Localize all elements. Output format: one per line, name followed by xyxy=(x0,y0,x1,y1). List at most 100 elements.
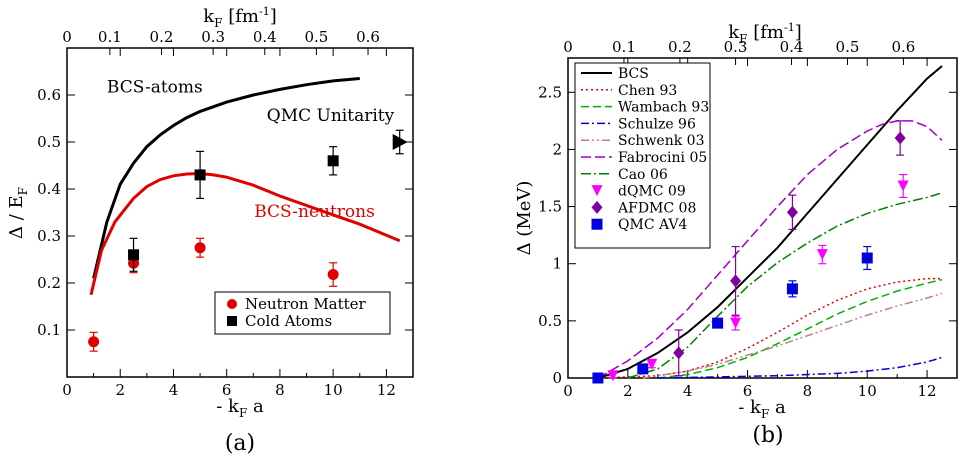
top-tick-label: 0.3 xyxy=(201,28,225,46)
x-tick-label: 6 xyxy=(222,381,232,399)
top-tick-label: 0.1 xyxy=(612,38,636,56)
top-tick-label: 0.2 xyxy=(150,28,174,46)
data-point xyxy=(786,205,798,219)
top-tick-label: 0.6 xyxy=(892,38,916,56)
series-unnamed-4 xyxy=(392,129,408,155)
y-tick-label: 2 xyxy=(552,140,562,158)
series-afdmc-08 xyxy=(673,120,906,377)
series-cold-atoms xyxy=(128,146,339,272)
data-point xyxy=(786,283,798,295)
data-point xyxy=(646,358,658,370)
x-tick-label: 6 xyxy=(743,382,753,400)
data-point xyxy=(194,169,206,181)
top-tick-label: 0.2 xyxy=(668,38,692,56)
series-unnamed-0 xyxy=(92,77,360,279)
series-line xyxy=(642,292,943,379)
series-line xyxy=(597,277,942,379)
panel-a-ylabel: Δ / EF xyxy=(6,187,30,239)
series-line xyxy=(627,192,943,379)
series-chen-93 xyxy=(597,277,942,379)
series-dqmc-09 xyxy=(607,173,909,382)
y-tick-label: 0.4 xyxy=(37,180,61,198)
y-tick-label: 0 xyxy=(552,369,562,387)
top-tick-label: 0.4 xyxy=(780,38,804,56)
legend-marker xyxy=(591,218,603,230)
top-tick-label: 0.1 xyxy=(98,28,122,46)
legend-label: AFDMC 08 xyxy=(617,200,696,216)
legend-entry: BCS xyxy=(581,66,649,82)
legend-label: Chen 93 xyxy=(618,83,677,99)
series-line xyxy=(597,120,943,379)
legend-label-neutron-matter: Neutron Matter xyxy=(245,295,367,313)
panel-b-ylabel: Δ (MeV) xyxy=(514,181,535,256)
legend-marker-cold-atoms xyxy=(227,316,237,326)
legend-label: Schulze 96 xyxy=(618,116,696,132)
y-tick-label: 0.2 xyxy=(37,274,61,292)
y-tick-label: 0.1 xyxy=(37,321,61,339)
x-tick-label: 2 xyxy=(623,382,633,400)
series-bcs xyxy=(597,65,943,379)
series-unnamed-1 xyxy=(89,171,401,296)
data-point xyxy=(894,131,906,145)
legend-label-cold-atoms: Cold Atoms xyxy=(245,312,332,330)
legend-marker xyxy=(591,185,603,197)
top-tick-label: 0.6 xyxy=(356,28,380,46)
legend-marker-neutron-matter xyxy=(227,299,237,309)
series-line xyxy=(89,171,401,296)
series-qmc-av4 xyxy=(592,245,873,384)
top-tick-label: 0.4 xyxy=(253,28,277,46)
panel-a-legend-box xyxy=(214,291,391,335)
legend-label: Fabrocini 05 xyxy=(618,150,707,166)
annotation: QMC Unitarity xyxy=(267,106,395,126)
legend-label: QMC AV4 xyxy=(618,217,687,233)
data-point xyxy=(730,274,742,288)
data-point xyxy=(637,363,649,375)
series-line xyxy=(597,65,943,379)
legend-entry: Chen 93 xyxy=(581,83,677,99)
top-tick-label-zero: 0 xyxy=(563,38,573,56)
legend-label: BCS xyxy=(618,66,649,82)
panel-a-caption: (a) xyxy=(225,431,255,456)
panel-b-legend-box xyxy=(574,62,711,249)
legend-entry: Wambach 93 xyxy=(581,100,709,116)
series-cao-06 xyxy=(627,192,943,379)
legend-entry: Cao 06 xyxy=(581,167,668,183)
y-tick-label: 0.3 xyxy=(37,227,61,245)
x-tick-label: 4 xyxy=(169,381,179,399)
data-point xyxy=(128,249,140,261)
data-point xyxy=(712,317,724,329)
annotation: BCS-atoms xyxy=(107,78,203,98)
x-tick-label: 8 xyxy=(275,381,285,399)
data-point xyxy=(607,370,619,382)
x-tick-label: 8 xyxy=(803,382,813,400)
series-wambach-93 xyxy=(657,278,943,379)
x-tick-label: 0 xyxy=(563,382,573,400)
data-point xyxy=(673,346,685,360)
legend-entry: Schulze 96 xyxy=(581,116,696,132)
y-tick-label: 0.6 xyxy=(37,86,61,104)
panel-a-legend: Neutron Matter Cold Atoms xyxy=(214,291,391,335)
data-point xyxy=(327,155,339,167)
panel-b: 0 2 4 6 8 10 120.1 0.2 0.3 0.4 0.5 0.6000.511.522.5… xyxy=(514,21,958,448)
panel-a: 0 2 4 6 8 10 12 0.1 0.2 0.3 0.4 0.5 0.6 0 0.1 0.2 0.3 0.4… xyxy=(6,5,414,456)
series-line xyxy=(657,278,943,379)
legend-label: dQMC 09 xyxy=(618,184,686,200)
x-tick-label: 12 xyxy=(377,381,396,399)
panel-a-frame xyxy=(66,47,414,378)
top-tick-label-zero: 0 xyxy=(62,28,72,46)
x-tick-label: 4 xyxy=(683,382,693,400)
data-point xyxy=(592,372,604,384)
x-tick-label: 2 xyxy=(115,381,125,399)
legend-label: Schwenk 03 xyxy=(618,133,704,149)
annotation: BCS-neutrons xyxy=(254,202,375,222)
legend-entry: Schwenk 03 xyxy=(581,133,704,149)
legend-marker xyxy=(591,200,603,214)
data-point xyxy=(730,317,742,329)
data-point xyxy=(861,252,873,264)
top-tick-label: 0.5 xyxy=(836,38,860,56)
data-point xyxy=(816,249,828,261)
panel-b-xlabel: - kF a xyxy=(738,397,786,421)
legend-entry: AFDMC 08 xyxy=(591,200,696,216)
